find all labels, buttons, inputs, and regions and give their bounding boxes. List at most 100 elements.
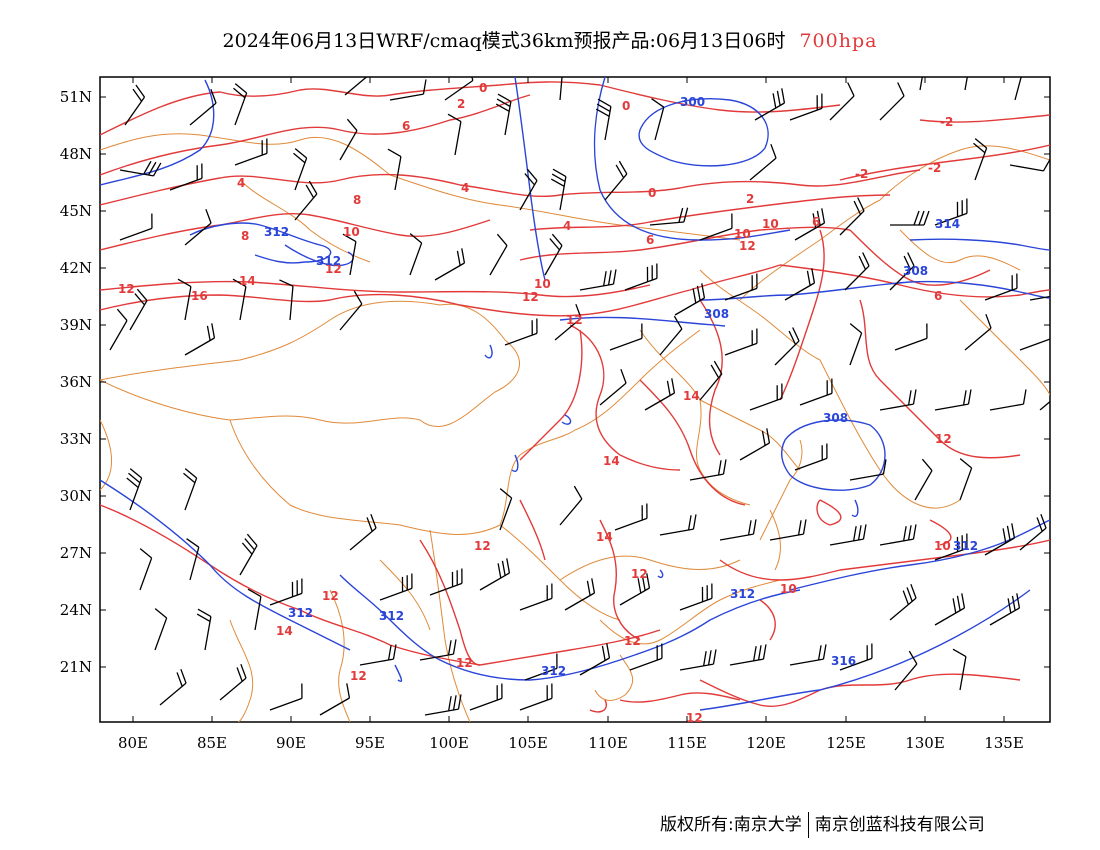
wind-barb xyxy=(109,308,128,351)
wind-barb xyxy=(339,290,363,331)
height-label: 308 xyxy=(704,307,729,321)
wind-barb xyxy=(469,683,503,711)
temp-label: 12 xyxy=(322,589,339,603)
wind-barb xyxy=(196,608,212,651)
wind-barb xyxy=(269,683,303,711)
height-contours xyxy=(100,77,1050,711)
map-title: 2024年06月13日WRF/cmaq模式36km预报产品:06月13日06时 7… xyxy=(0,26,1100,53)
wind-barb xyxy=(519,583,553,611)
wind-barb xyxy=(739,428,771,461)
wind-barb xyxy=(794,208,826,241)
wind-barb xyxy=(659,315,683,356)
wind-barb xyxy=(1039,387,1050,411)
temp-label: 10 xyxy=(780,582,797,596)
y-tick-label: 21N xyxy=(60,658,92,676)
wind-barb xyxy=(349,513,377,551)
wind-barb xyxy=(769,519,807,541)
wind-barb xyxy=(604,160,628,201)
temp-label: 12 xyxy=(739,239,756,253)
height-label: 300 xyxy=(680,95,705,109)
temp-label: 2 xyxy=(457,97,465,111)
copyright-company: 南京创蓝科技有限公司 xyxy=(814,815,985,835)
y-tick-label: 39N xyxy=(60,316,92,334)
wind-barb xyxy=(269,578,303,606)
wind-barb xyxy=(724,328,758,356)
wind-barb xyxy=(447,113,462,156)
wind-barb xyxy=(344,77,372,96)
wind-barb xyxy=(989,389,1027,411)
temp-label: 6 xyxy=(934,289,942,303)
wind-barb xyxy=(849,323,863,366)
y-tick-label: 45N xyxy=(60,202,92,220)
temp-label: 14 xyxy=(239,274,256,288)
wind-barb xyxy=(829,82,855,121)
wind-barb xyxy=(495,93,512,136)
wind-barb xyxy=(644,378,676,411)
wind-barb xyxy=(789,93,823,121)
x-tick-label: 95E xyxy=(355,734,385,752)
temp-label: 8 xyxy=(353,193,361,207)
wind-barb xyxy=(619,573,651,606)
temp-label: 10 xyxy=(934,539,951,553)
wind-barb xyxy=(964,313,992,351)
height-label: 308 xyxy=(823,411,848,425)
height-label: 308 xyxy=(903,264,928,278)
wind-barb xyxy=(649,207,689,226)
wind-barb xyxy=(389,79,427,101)
temp-label: 0 xyxy=(479,81,487,95)
wind-barb xyxy=(984,273,1018,301)
wind-barb xyxy=(186,538,200,581)
wind-barb xyxy=(839,643,873,671)
temp-label: 0 xyxy=(648,186,656,200)
temp-label: 10 xyxy=(734,227,751,241)
wind-barb xyxy=(879,389,917,411)
temp-label: 12 xyxy=(686,711,703,725)
wind-barb xyxy=(294,180,318,221)
wind-barb xyxy=(749,383,783,411)
height-label: 314 xyxy=(935,217,960,231)
temp-label: 12 xyxy=(624,634,641,648)
wind-barb xyxy=(247,588,262,631)
temp-label: 10 xyxy=(343,225,360,239)
temp-label: 14 xyxy=(603,454,620,468)
wind-barb xyxy=(499,488,513,531)
wind-barb xyxy=(729,644,767,666)
wind-barb xyxy=(624,263,658,291)
wind-barb xyxy=(719,519,757,541)
wind-barb xyxy=(129,288,148,331)
temp-label: 6 xyxy=(402,119,410,133)
temp-label: -2 xyxy=(940,115,953,129)
wind-barb xyxy=(964,77,972,91)
height-label: 312 xyxy=(264,225,289,239)
temp-label: -2 xyxy=(855,167,868,181)
wind-barb xyxy=(239,533,258,576)
temp-label: 12 xyxy=(522,290,539,304)
wind-barb xyxy=(651,98,665,141)
wind-barb xyxy=(699,360,723,401)
wind-barb xyxy=(889,583,917,621)
wind-barb xyxy=(952,648,967,691)
wind-barb xyxy=(139,548,153,591)
x-tick-label: 135E xyxy=(984,734,1024,752)
wind-barb xyxy=(934,593,966,626)
wind-barb xyxy=(544,233,563,276)
wind-barb xyxy=(169,163,203,191)
height-label: 316 xyxy=(831,654,856,668)
wind-barb xyxy=(424,694,462,716)
wind-barb xyxy=(189,88,217,126)
temp-label: 4 xyxy=(461,181,469,195)
x-tick-label: 125E xyxy=(826,734,866,752)
wind-barb xyxy=(124,84,146,126)
wind-barb xyxy=(934,389,972,411)
wind-barb xyxy=(232,278,247,321)
wind-barb xyxy=(699,213,733,241)
wind-barb xyxy=(154,608,168,651)
wind-barb xyxy=(219,663,247,701)
map-axes: 80E 85E 90E 95E 100E 105E 110E 115E 120E 125E 130E… xyxy=(60,77,1050,752)
wind-barb xyxy=(359,644,397,666)
wind-barb xyxy=(444,77,474,101)
wind-barb xyxy=(973,138,988,181)
wind-barb xyxy=(749,143,777,181)
wind-barb xyxy=(564,578,596,611)
wind-barb xyxy=(519,683,553,711)
